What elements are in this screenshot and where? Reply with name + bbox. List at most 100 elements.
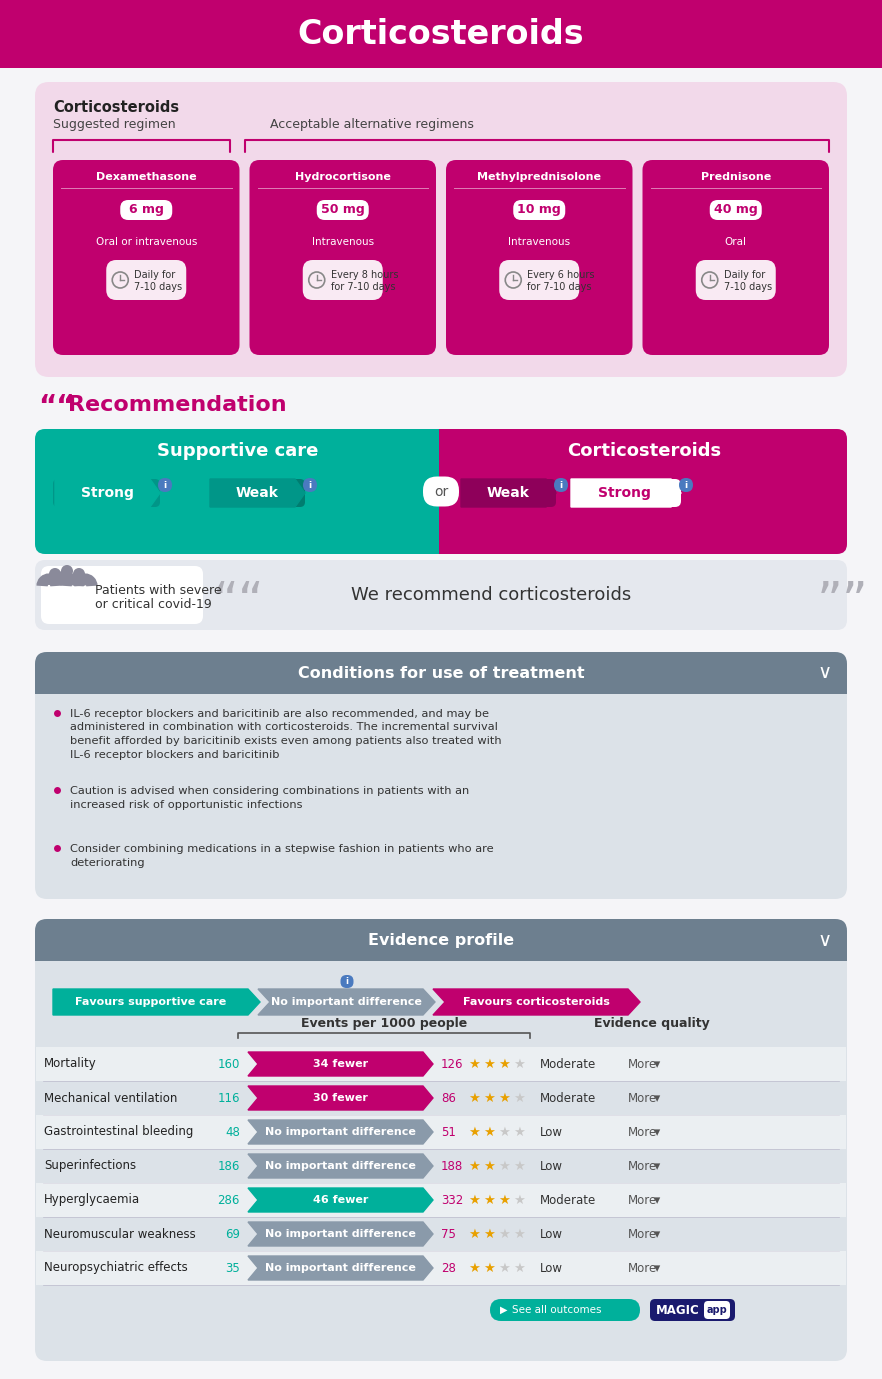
Text: 7-10 days: 7-10 days	[724, 281, 772, 292]
Text: Daily for: Daily for	[134, 270, 176, 280]
Text: ★: ★	[498, 1227, 510, 1241]
Text: More: More	[628, 1125, 657, 1139]
Text: i: i	[163, 480, 167, 490]
Text: Daily for: Daily for	[724, 270, 765, 280]
Text: Weak: Weak	[487, 485, 529, 501]
Text: 160: 160	[218, 1058, 240, 1070]
Text: 6 mg: 6 mg	[129, 204, 164, 217]
Text: More: More	[628, 1193, 657, 1207]
Text: ▾: ▾	[654, 1161, 661, 1174]
Text: No important difference: No important difference	[265, 1229, 416, 1238]
Text: i: i	[559, 480, 563, 490]
Text: IL-6 receptor blockers and baricitinib: IL-6 receptor blockers and baricitinib	[70, 750, 280, 760]
Text: Acceptable alternative regimens: Acceptable alternative regimens	[270, 119, 474, 131]
Polygon shape	[53, 989, 260, 1015]
Text: Hydrocortisone: Hydrocortisone	[295, 172, 391, 182]
Text: ★: ★	[468, 1160, 480, 1172]
Polygon shape	[433, 989, 640, 1015]
Text: ▾: ▾	[654, 1059, 661, 1071]
Text: No important difference: No important difference	[271, 997, 422, 1007]
Text: Suggested regimen: Suggested regimen	[53, 119, 176, 131]
Polygon shape	[210, 479, 305, 507]
FancyBboxPatch shape	[490, 1299, 640, 1321]
Polygon shape	[248, 1222, 433, 1247]
Text: Consider combining medications in a stepwise fashion in patients who are: Consider combining medications in a step…	[70, 844, 494, 854]
Text: app: app	[706, 1305, 728, 1316]
Circle shape	[61, 565, 73, 576]
FancyBboxPatch shape	[53, 160, 240, 354]
Text: 34 fewer: 34 fewer	[313, 1059, 368, 1069]
Text: No important difference: No important difference	[265, 1263, 416, 1273]
Bar	[36, 1116, 846, 1149]
Text: ★: ★	[483, 1262, 495, 1274]
Text: Low: Low	[540, 1227, 563, 1241]
Text: ★: ★	[513, 1160, 525, 1172]
FancyBboxPatch shape	[250, 160, 436, 354]
Text: Favours corticosteroids: Favours corticosteroids	[463, 997, 610, 1007]
Text: Oral: Oral	[725, 237, 747, 247]
Text: More: More	[628, 1160, 657, 1172]
Text: for 7-10 days: for 7-10 days	[527, 281, 592, 292]
Text: Evidence quality: Evidence quality	[594, 1016, 710, 1030]
Text: deteriorating: deteriorating	[70, 858, 145, 867]
Text: Moderate: Moderate	[540, 1058, 596, 1070]
Text: Strong: Strong	[80, 485, 133, 501]
FancyBboxPatch shape	[35, 652, 847, 694]
Text: 69: 69	[225, 1227, 240, 1241]
FancyBboxPatch shape	[35, 918, 847, 1361]
FancyBboxPatch shape	[554, 479, 568, 492]
Text: 86: 86	[441, 1092, 456, 1105]
Text: Intravenous: Intravenous	[508, 237, 571, 247]
FancyBboxPatch shape	[35, 81, 847, 376]
Text: Gastrointestinal bleeding: Gastrointestinal bleeding	[44, 1125, 193, 1139]
Polygon shape	[571, 479, 681, 507]
Text: ▾: ▾	[654, 1092, 661, 1106]
Text: ★: ★	[483, 1193, 495, 1207]
Text: ★: ★	[513, 1125, 525, 1139]
Text: increased risk of opportunistic infections: increased risk of opportunistic infectio…	[70, 800, 303, 809]
Bar	[36, 1251, 846, 1285]
Text: or: or	[434, 484, 448, 498]
Text: Oral or intravenous: Oral or intravenous	[95, 237, 197, 247]
Text: 7-10 days: 7-10 days	[134, 281, 183, 292]
Polygon shape	[248, 1120, 433, 1145]
Text: Low: Low	[540, 1262, 563, 1274]
FancyBboxPatch shape	[642, 160, 829, 354]
Text: ★: ★	[468, 1058, 480, 1070]
Text: Corticosteroids: Corticosteroids	[567, 443, 721, 461]
Text: administered in combination with corticosteroids. The incremental survival: administered in combination with cortico…	[70, 723, 497, 732]
Bar	[35, 674, 847, 694]
Text: 332: 332	[441, 1193, 463, 1207]
Text: Methylprednisolone: Methylprednisolone	[477, 172, 602, 182]
Circle shape	[49, 568, 61, 581]
Text: ★: ★	[513, 1193, 525, 1207]
Text: Low: Low	[540, 1160, 563, 1172]
Text: Mortality: Mortality	[44, 1058, 97, 1070]
Text: 30 fewer: 30 fewer	[313, 1094, 368, 1103]
Text: Strong: Strong	[598, 485, 650, 501]
Text: ∨: ∨	[818, 663, 832, 683]
Text: ▾: ▾	[654, 1229, 661, 1241]
Text: Prednisone: Prednisone	[700, 172, 771, 182]
Polygon shape	[55, 479, 160, 507]
Text: ★: ★	[513, 1227, 525, 1241]
Text: Neuromuscular weakness: Neuromuscular weakness	[44, 1227, 196, 1241]
Text: We recommend corticosteroids: We recommend corticosteroids	[351, 586, 632, 604]
Text: 75: 75	[441, 1227, 456, 1241]
FancyBboxPatch shape	[679, 479, 693, 492]
Text: 48: 48	[225, 1125, 240, 1139]
Polygon shape	[248, 1187, 433, 1212]
Text: More: More	[628, 1227, 657, 1241]
Text: Superinfections: Superinfections	[44, 1160, 136, 1172]
Text: Weak: Weak	[235, 485, 279, 501]
FancyBboxPatch shape	[303, 261, 383, 301]
Bar	[439, 429, 451, 554]
Text: ★: ★	[483, 1092, 495, 1105]
Bar	[431, 429, 446, 554]
Text: 35: 35	[225, 1262, 240, 1274]
FancyBboxPatch shape	[461, 479, 556, 507]
Text: Caution is advised when considering combinations in patients with an: Caution is advised when considering comb…	[70, 786, 469, 796]
FancyBboxPatch shape	[120, 200, 172, 221]
FancyBboxPatch shape	[53, 479, 160, 507]
FancyBboxPatch shape	[340, 975, 354, 987]
